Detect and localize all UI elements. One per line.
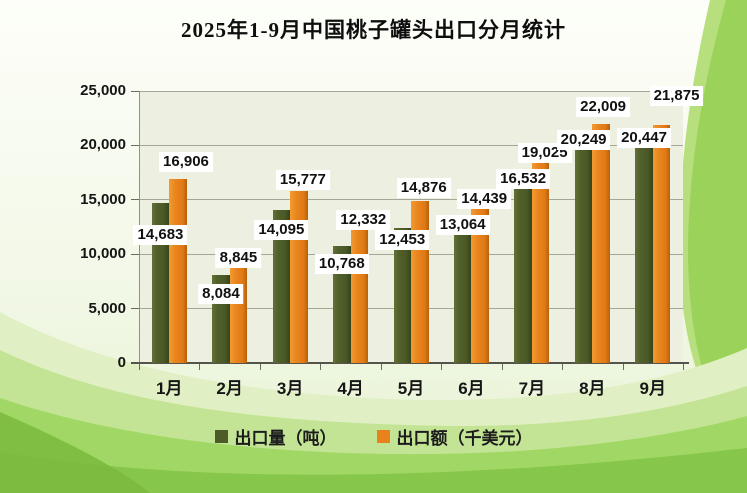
bar-value-m8 [592, 123, 610, 363]
x-tick [441, 364, 443, 370]
y-label-0: 0 [117, 354, 126, 371]
bar-volume-m7 [514, 183, 532, 363]
gridline-25000 [139, 90, 683, 92]
legend-swatch-value-icon [376, 430, 390, 443]
x-tick [139, 364, 140, 370]
y-label-5000: 5,000 [88, 299, 126, 317]
value-label-volume-m9: 20,447 [617, 127, 671, 148]
x-tick [562, 364, 564, 370]
value-label-volume-m1: 14,683 [133, 225, 188, 246]
x-label-m2: 2月 [216, 379, 243, 398]
legend-label-volume: 出口量（吨） [234, 429, 337, 448]
bar-value-m3 [290, 191, 308, 363]
x-label-m9: 9月 [639, 379, 666, 398]
x-tick [199, 364, 201, 370]
legend-item-value: 出口额（千美元） [376, 424, 533, 449]
gridline-20000 [139, 144, 683, 146]
bar-value-m7 [531, 156, 550, 363]
bar-volume-m3 [272, 209, 291, 363]
y-tick [131, 90, 139, 92]
y-tick [131, 199, 139, 201]
x-axis [131, 362, 689, 364]
y-label-25000: 25,000 [80, 82, 126, 99]
value-label-volume-m4: 10,768 [314, 253, 369, 274]
value-label-value-m9: 21,875 [649, 86, 704, 106]
right-swoosh [687, 0, 747, 456]
x-tick [501, 364, 503, 370]
bar-value-m5 [411, 201, 429, 363]
value-label-volume-m2: 8,084 [198, 284, 244, 305]
chart-title: 2025年1-9月中国桃子罐头出口分月统计 [181, 18, 566, 42]
x-label-m6: 6月 [458, 379, 485, 398]
x-label-m7: 7月 [518, 379, 546, 398]
y-tick [131, 144, 139, 146]
value-label-volume-m8: 20,249 [556, 129, 611, 150]
legend-item-volume: 出口量（吨） [214, 424, 337, 449]
bar-volume-m5 [393, 227, 411, 363]
x-tick [683, 364, 684, 370]
x-label-m3: 3月 [276, 379, 304, 398]
value-label-volume-m5: 12,453 [375, 229, 430, 250]
value-label-value-m4: 12,332 [336, 209, 391, 230]
x-label-m1: 1月 [155, 379, 183, 398]
x-tick [622, 364, 624, 370]
value-label-volume-m7: 16,532 [496, 169, 551, 190]
y-label-10000: 10,000 [80, 245, 126, 263]
bar-value-m2 [229, 266, 248, 363]
legend: 出口量（吨） 出口额（千美元） [0, 424, 747, 449]
wave-4 [0, 448, 747, 493]
x-tick [320, 364, 322, 370]
bar-value-m4 [350, 228, 369, 363]
bar-value-m1 [169, 179, 187, 363]
bar-volume-m4 [333, 245, 351, 363]
value-label-value-m1: 16,906 [159, 152, 213, 173]
wave-corner [0, 412, 150, 493]
value-label-volume-m3: 14,095 [254, 219, 309, 240]
x-tick [259, 364, 261, 370]
value-label-value-m6: 14,439 [457, 188, 512, 209]
x-tick [380, 364, 382, 370]
x-label-m5: 5月 [397, 379, 425, 398]
value-label-value-m2: 8,845 [215, 247, 262, 268]
value-label-value-m3: 15,777 [275, 170, 330, 191]
bar-volume-m6 [453, 220, 472, 363]
y-label-20000: 20,000 [80, 136, 126, 154]
gridline-15000 [139, 199, 683, 201]
bar-volume-m9 [635, 140, 653, 363]
y-tick [131, 253, 139, 255]
x-label-m8: 8月 [579, 379, 606, 398]
value-label-value-m5: 14,876 [396, 178, 451, 199]
bar-volume-m8 [574, 142, 593, 363]
legend-swatch-volume-icon [214, 430, 228, 443]
y-label-15000: 15,000 [80, 190, 126, 208]
legend-label-value: 出口额（千美元） [396, 429, 533, 448]
x-label-m4: 4月 [337, 379, 364, 398]
bar-value-m9 [652, 125, 671, 363]
y-tick [131, 308, 139, 310]
bar-value-m6 [471, 205, 489, 363]
value-label-value-m8: 22,009 [576, 96, 631, 117]
value-label-volume-m6: 13,064 [435, 214, 490, 235]
